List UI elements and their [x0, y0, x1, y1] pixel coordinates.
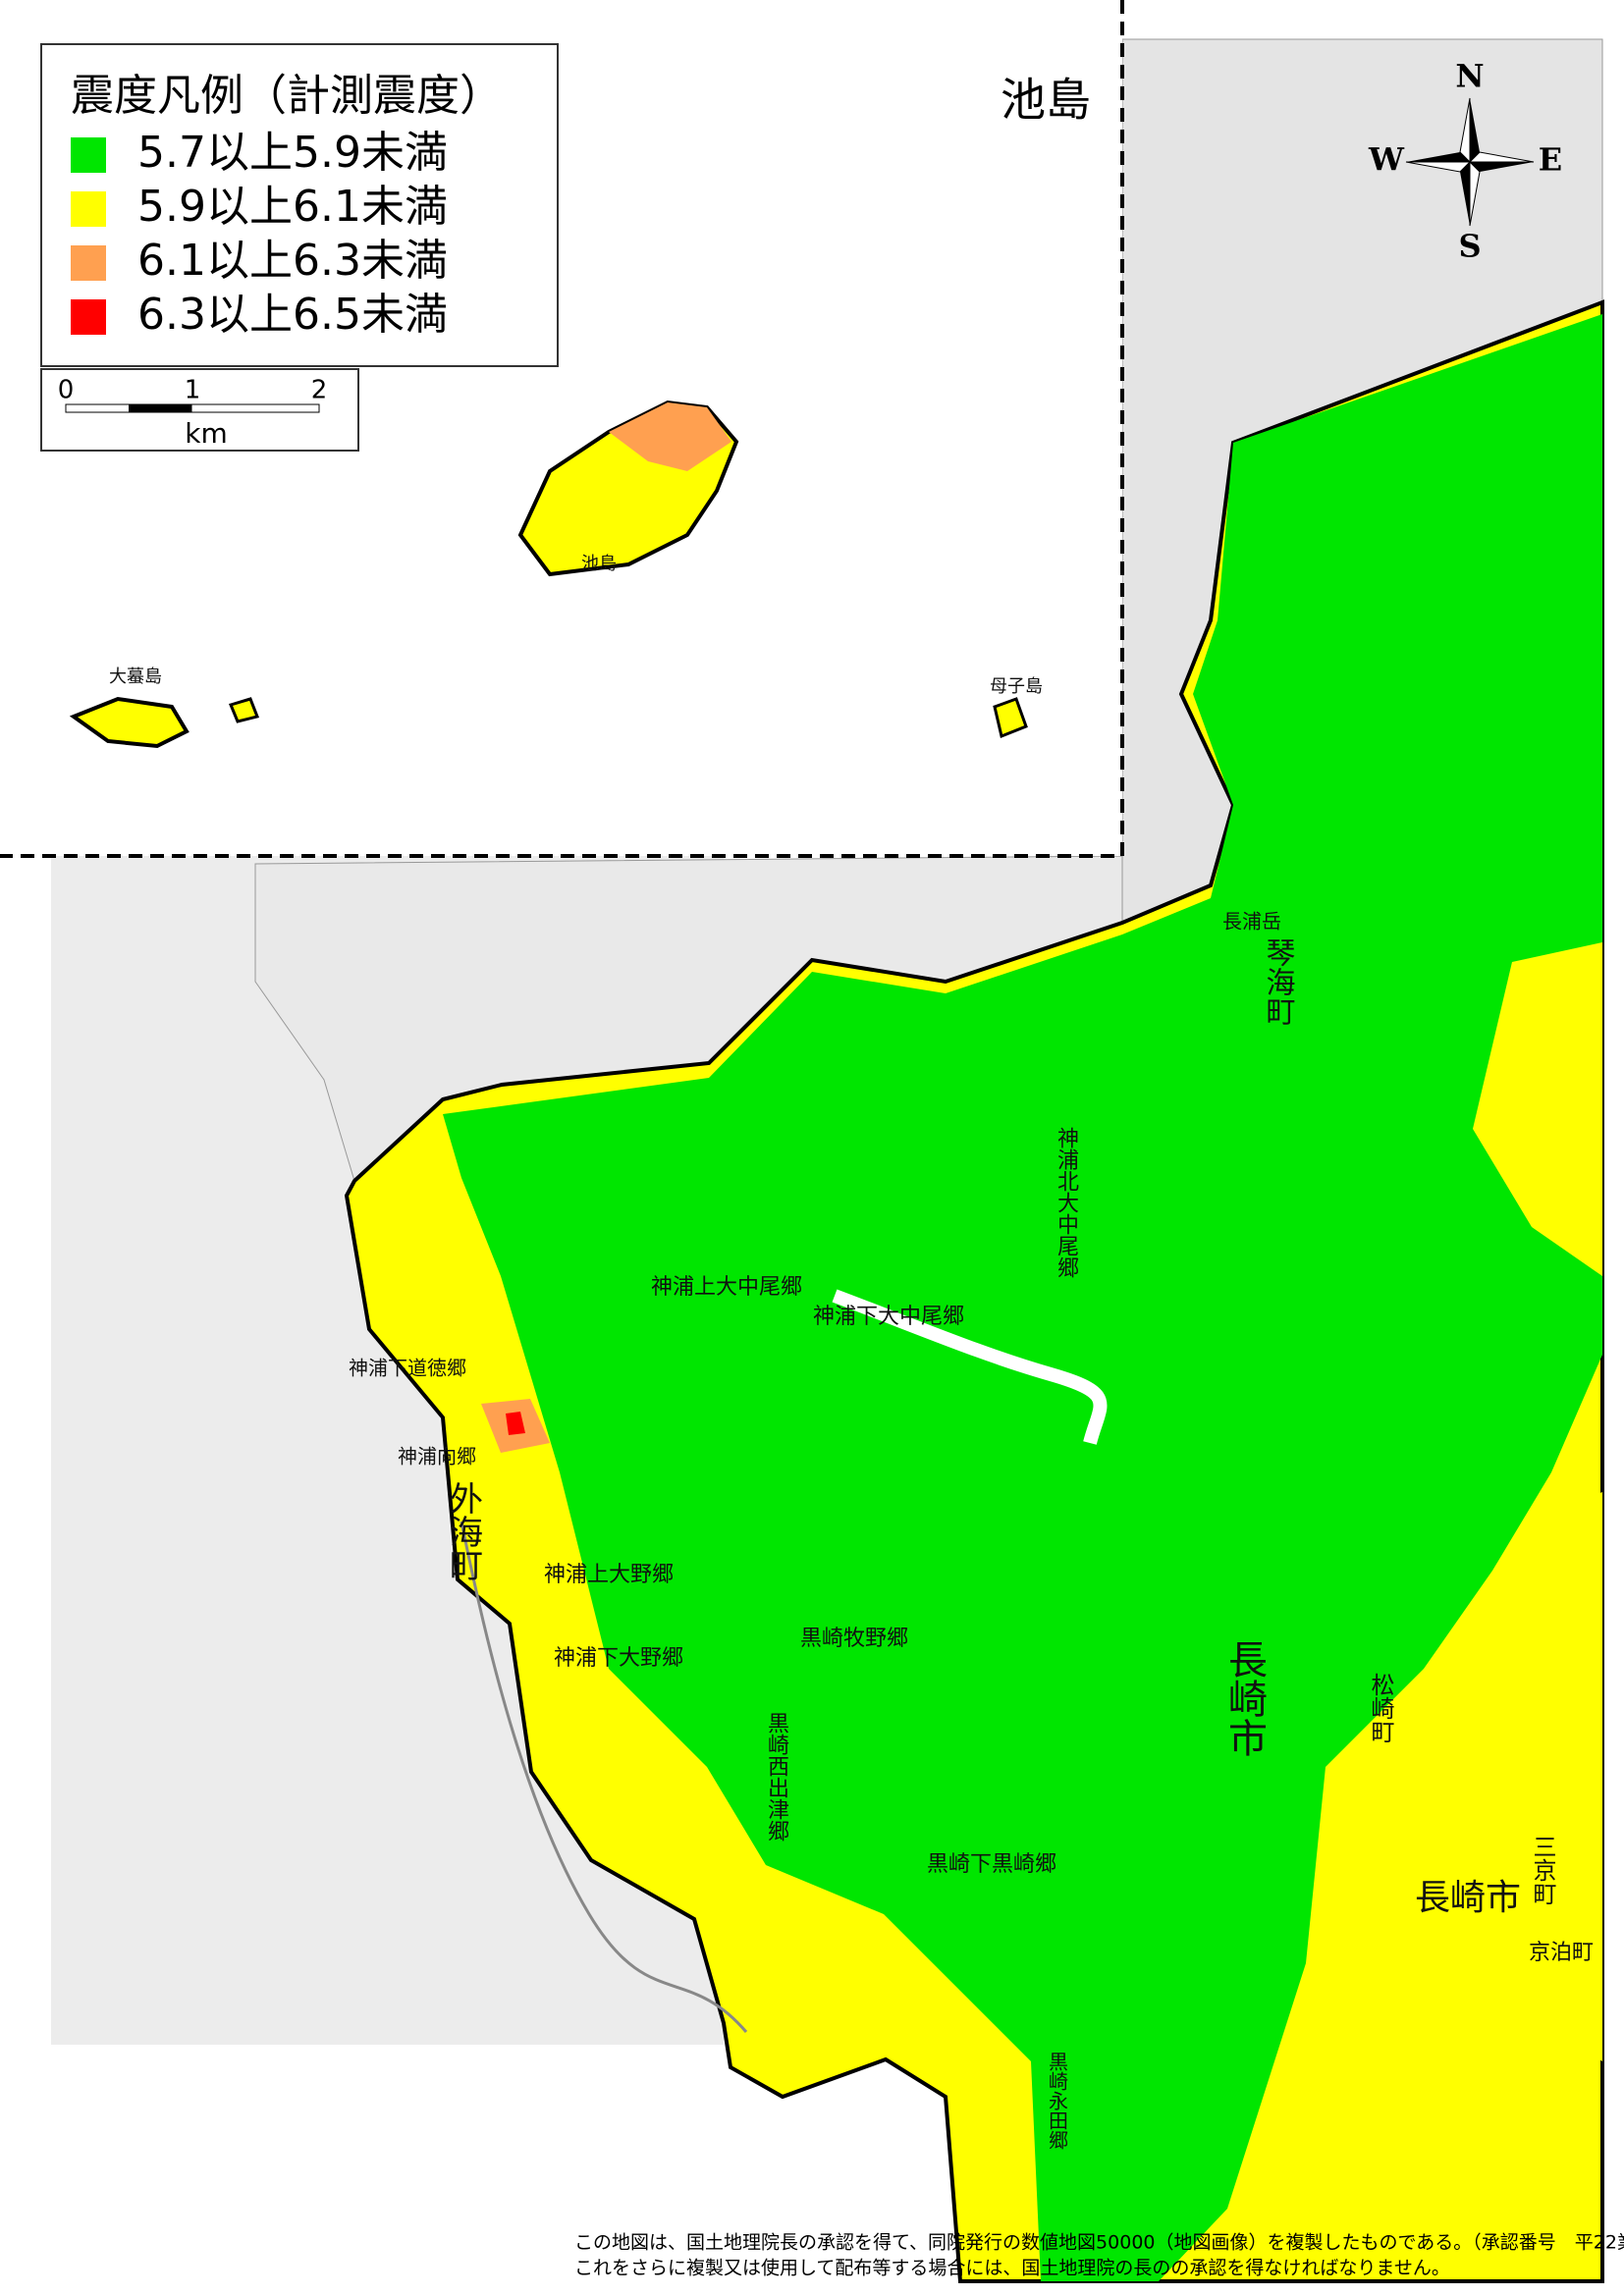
- place-label: 神浦下大野郷: [554, 1646, 683, 1671]
- place-label: 長崎市: [1221, 1639, 1267, 1757]
- place-label: 外海町: [444, 1481, 483, 1581]
- place-label: 黒崎下黒崎郷: [927, 1852, 1056, 1877]
- compass-letter: W: [1368, 141, 1405, 179]
- island-small: [228, 697, 260, 723]
- scale-bar: 0 1 2 km: [40, 368, 359, 452]
- legend-swatch: [71, 137, 106, 173]
- legend-label: 5.9以上6.1未満: [137, 182, 448, 232]
- place-label: 神浦上大野郷: [544, 1563, 674, 1587]
- compass-letter: S: [1458, 228, 1481, 265]
- compass-letter: E: [1539, 141, 1562, 179]
- place-label: 大蟇島: [109, 667, 162, 687]
- intensity-zone-green: [443, 314, 1602, 2281]
- legend-swatch: [71, 191, 106, 227]
- legend-label: 6.3以上6.5未満: [137, 290, 448, 340]
- legend-swatch: [71, 245, 106, 281]
- place-label: 神浦下大中尾郷: [813, 1305, 964, 1329]
- compass: N S E W: [1368, 58, 1562, 265]
- road: [460, 1521, 748, 2033]
- scale-tick-label: 0: [58, 376, 75, 405]
- place-label: 長崎市: [1415, 1878, 1521, 1918]
- reservoir: [832, 1289, 1108, 1445]
- island-hahako: [993, 697, 1028, 739]
- compass-letter: N: [1455, 58, 1484, 95]
- place-label: 三京町: [1529, 1835, 1556, 1905]
- intensity-zone-red: [506, 1412, 525, 1435]
- scale-segment: [190, 403, 320, 413]
- island-ikeshima-orange: [609, 402, 731, 471]
- scale-tick-label: 1: [185, 376, 201, 405]
- place-label: 黒崎牧野郷: [800, 1627, 908, 1651]
- place-label: 神浦下道徳郷: [349, 1357, 466, 1380]
- place-label: 池島: [581, 554, 617, 574]
- legend-label: 6.1以上6.3未満: [137, 236, 448, 286]
- footer-note: この地図は、国土地理院長の承認を得て、同院発行の数値地図50000（地図画像）を…: [574, 2232, 1624, 2254]
- place-label: 母子島: [990, 676, 1043, 697]
- intensity-zone-yellow-patch: [1473, 942, 1602, 1276]
- place-label: 長浦岳: [1222, 910, 1281, 934]
- place-label: 黒崎西出津郷: [764, 1712, 789, 1842]
- scale-tick-label: 2: [311, 376, 328, 405]
- place-label: 京泊町: [1529, 1941, 1594, 1965]
- legend-swatch: [71, 299, 106, 335]
- place-label: 琴海町: [1261, 937, 1295, 1026]
- legend-label: 5.7以上5.9未満: [137, 128, 448, 178]
- legend-box: [40, 43, 559, 367]
- scale-unit: km: [185, 417, 228, 450]
- inset-title: 池島: [1001, 74, 1091, 127]
- scale-segment: [129, 404, 191, 412]
- legend-title: 震度凡例（計測震度）: [71, 71, 503, 121]
- place-label: 神浦北大中尾郷: [1054, 1127, 1079, 1278]
- island-osaku: [69, 696, 189, 749]
- place-label: 神浦向郷: [398, 1445, 476, 1468]
- legend: 震度凡例（計測震度） 5.7以上5.9未満5.9以上6.1未満6.1以上6.3未…: [40, 43, 559, 367]
- place-label: 神浦上大中尾郷: [651, 1275, 802, 1300]
- place-label: 黒崎永田郷: [1046, 2052, 1069, 2150]
- inset-border: [0, 0, 1124, 858]
- intensity-zone-yellow-patch: [1443, 1492, 1602, 2061]
- footer-note: これをさらに複製又は使用して配布等する場合には、国土地理院の長のの承認を得なけれ…: [574, 2258, 1450, 2279]
- place-label: 松崎町: [1367, 1673, 1394, 1743]
